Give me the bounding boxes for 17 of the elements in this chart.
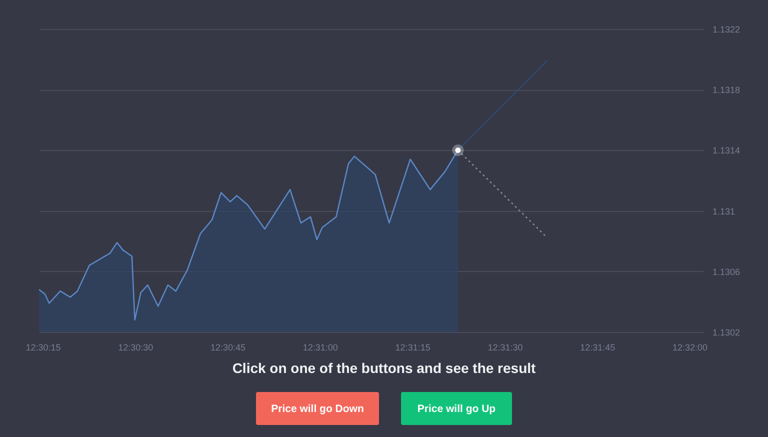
y-tick-label: 1.131 bbox=[712, 206, 736, 216]
x-tick-label: 12:31:00 bbox=[302, 342, 338, 352]
y-tick-label: 1.1314 bbox=[712, 146, 740, 156]
x-tick-label: 12:30:30 bbox=[118, 342, 154, 352]
x-tick-label: 12:31:30 bbox=[488, 342, 523, 352]
y-tick-label: 1.1318 bbox=[712, 85, 740, 96]
x-tick-label: 12:30:15 bbox=[26, 342, 61, 352]
button[interactable]: Price will go Down bbox=[256, 392, 379, 425]
y-tick-label: 1.1306 bbox=[712, 266, 740, 277]
text: Click on one of the buttons and see the result bbox=[232, 359, 536, 378]
x-tick-label: 12:32:00 bbox=[672, 342, 708, 352]
y-tick-label: 1.1322 bbox=[712, 24, 740, 34]
button[interactable]: Price will go Up bbox=[401, 392, 512, 425]
x-tick-label: 12:31:45 bbox=[580, 342, 616, 352]
x-tick-label: 12:30:45 bbox=[210, 342, 246, 352]
y-tick-label: 1.1302 bbox=[712, 328, 740, 338]
x-tick-label: 12:31:15 bbox=[395, 342, 430, 352]
